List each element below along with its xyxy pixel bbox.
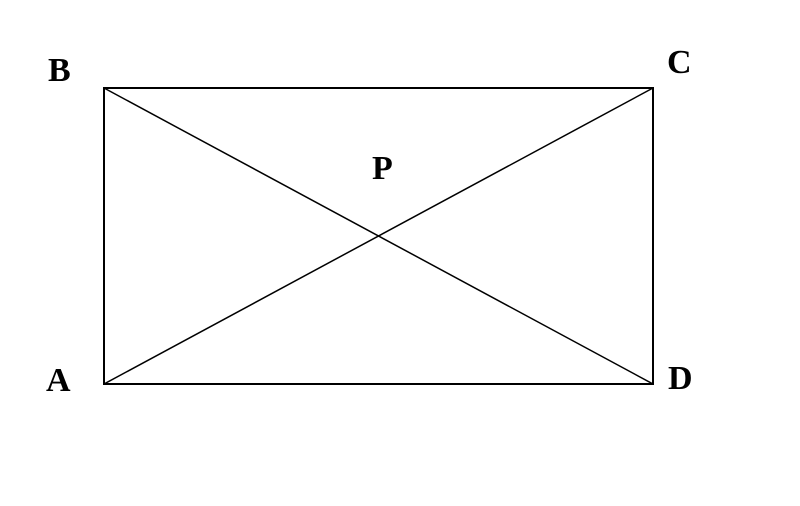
intersection-label-p: P [372, 152, 393, 186]
vertex-label-c: C [667, 46, 692, 80]
vertex-label-b: B [48, 54, 71, 88]
vertex-label-d: D [668, 362, 693, 396]
vertex-label-a: A [46, 364, 71, 398]
geometry-diagram: B C A D P [0, 0, 800, 506]
